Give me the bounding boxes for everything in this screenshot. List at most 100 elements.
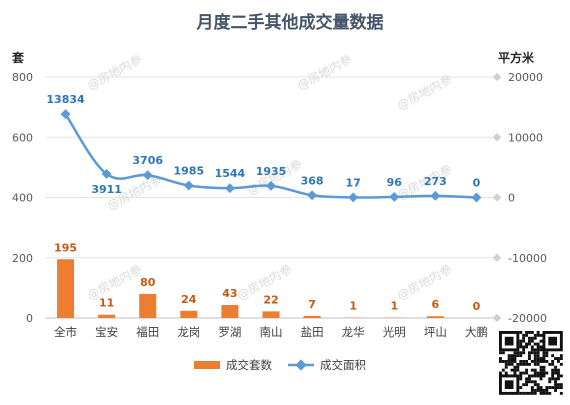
qr-module	[522, 371, 526, 375]
qr-module	[530, 336, 534, 340]
line-point	[348, 192, 359, 203]
qr-module	[559, 391, 563, 395]
qr-module	[528, 380, 531, 384]
line-data-label: 1985	[174, 165, 205, 178]
qr-module	[499, 371, 502, 375]
qr-module	[528, 342, 531, 346]
qr-module	[525, 342, 528, 346]
qr-module	[559, 374, 563, 378]
legend-line-label: 成交面积	[320, 358, 366, 372]
line-point	[183, 180, 194, 191]
category-label: 坪山	[424, 325, 447, 339]
qr-module	[554, 357, 557, 360]
qr-module	[533, 351, 537, 355]
qr-module	[554, 371, 557, 375]
qr-module	[536, 333, 540, 337]
qr-module	[539, 377, 543, 381]
qr-module	[539, 357, 543, 360]
qr-module	[504, 365, 508, 369]
qr-module	[559, 357, 563, 360]
qr-module	[542, 351, 546, 355]
qr-module	[519, 377, 523, 381]
legend: 成交套数 成交面积	[194, 358, 366, 372]
right-axis-unit: 平方米	[498, 50, 535, 65]
right-tick-marker	[492, 253, 502, 262]
qr-module	[551, 374, 555, 378]
category-label: 罗湖	[218, 325, 241, 339]
qr-module	[510, 360, 514, 363]
qr-module	[542, 371, 546, 375]
qr-module	[519, 371, 523, 375]
qr-module	[545, 360, 549, 363]
qr-module	[536, 354, 540, 358]
qr-module	[539, 345, 543, 349]
qr-module	[528, 339, 531, 343]
qr-module	[525, 333, 528, 337]
qr-module	[545, 386, 549, 389]
right-tick-marker	[492, 133, 502, 142]
qr-module	[522, 360, 526, 363]
qr-module	[528, 331, 531, 334]
qr-module	[530, 391, 534, 395]
qr-module	[539, 389, 543, 392]
qr-module	[504, 360, 508, 363]
bar-data-label: 1	[349, 300, 357, 313]
qr-module	[528, 391, 531, 395]
qr-module	[504, 362, 508, 366]
category-label: 南山	[260, 325, 283, 339]
qr-module	[533, 360, 537, 363]
qr-module	[530, 380, 534, 384]
qr-module	[528, 374, 531, 378]
qr-module	[530, 360, 534, 363]
qr-module	[507, 354, 511, 358]
qr-code	[497, 329, 565, 397]
chart-title: 月度二手其他成交量数据	[196, 12, 384, 33]
qr-module	[536, 342, 540, 346]
line-data-label: 3706	[132, 154, 163, 167]
line-data-label: 17	[346, 176, 361, 189]
qr-module	[522, 383, 526, 387]
qr-module	[554, 386, 557, 389]
qr-module	[533, 362, 537, 366]
qr-module	[530, 368, 534, 372]
qr-module	[519, 354, 523, 358]
bar-series	[57, 259, 444, 318]
qr-module	[530, 389, 534, 392]
qr-module	[516, 351, 520, 355]
qr-module	[557, 377, 560, 381]
qr-module	[522, 351, 526, 355]
line-point	[307, 190, 318, 201]
qr-module	[513, 365, 517, 369]
qr-module	[557, 368, 560, 372]
category-label: 光明	[383, 325, 406, 339]
qr-module	[528, 336, 531, 340]
qr-module	[530, 345, 534, 349]
qr-module	[539, 339, 543, 343]
qr-module	[557, 371, 560, 375]
qr-module	[536, 374, 540, 378]
qr-module	[513, 357, 517, 360]
qr-module	[525, 380, 528, 384]
qr-module	[536, 371, 540, 375]
qr-module	[530, 348, 534, 352]
qr-module	[557, 383, 560, 387]
qr-module	[551, 377, 555, 381]
line-data-label: 273	[424, 175, 447, 188]
line-data-label: 368	[301, 174, 324, 187]
qr-module	[539, 365, 543, 369]
qr-module	[528, 351, 531, 355]
bar-data-label: 11	[99, 297, 114, 310]
qr-module	[525, 345, 528, 349]
qr-module	[539, 371, 543, 375]
legend-line-marker	[295, 359, 307, 371]
qr-module	[501, 351, 505, 355]
qr-module	[539, 391, 543, 395]
qr-module	[499, 351, 502, 355]
qr-module	[530, 339, 534, 343]
qr-module	[542, 389, 546, 392]
bar-data-label: 1	[390, 300, 398, 313]
right-tick-label: 10000	[508, 131, 543, 144]
qr-module	[559, 386, 563, 389]
left-tick-label: 0	[26, 312, 33, 325]
